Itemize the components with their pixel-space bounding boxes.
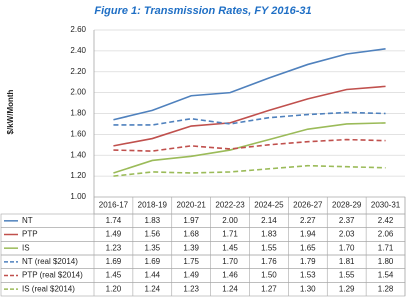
table-value: 2.27 xyxy=(300,216,316,225)
table-value: 1.20 xyxy=(106,284,122,293)
table-value: 1.24 xyxy=(145,284,161,293)
table-value: 1.69 xyxy=(106,257,122,266)
legend-label: NT (real $2014) xyxy=(22,257,78,266)
y-tick-label: 1.80 xyxy=(70,109,86,118)
table-value: 1.49 xyxy=(106,230,122,239)
table-value: 2.42 xyxy=(378,216,394,225)
table-value: 1.94 xyxy=(300,230,316,239)
table-value: 1.69 xyxy=(145,257,161,266)
table-value: 1.71 xyxy=(378,243,394,252)
table-value: 1.55 xyxy=(339,271,355,280)
table-value: 1.46 xyxy=(222,271,238,280)
x-tick-label: 2030-31 xyxy=(371,201,401,210)
table-cell xyxy=(0,282,406,297)
legend-label: IS (real $2014) xyxy=(22,284,75,293)
table-value: 1.24 xyxy=(222,284,238,293)
series-line xyxy=(113,138,386,152)
legend-label: NT xyxy=(22,216,33,225)
table-value: 1.54 xyxy=(378,271,394,280)
chart-title: Figure 1: Transmission Rates, FY 2016-31 xyxy=(94,5,311,17)
table-value: 1.30 xyxy=(300,284,316,293)
x-tick-label: 2018-19 xyxy=(138,201,168,210)
y-tick-label: 1.60 xyxy=(70,129,86,138)
x-tick-label: 2024-25 xyxy=(254,201,284,210)
table-value: 1.75 xyxy=(183,257,199,266)
table-value: 1.56 xyxy=(145,230,161,239)
x-tick-label: 2022-23 xyxy=(215,201,245,210)
table-value: 1.50 xyxy=(261,271,277,280)
table-value: 1.65 xyxy=(300,243,316,252)
series-line xyxy=(113,47,386,121)
table-value: 2.37 xyxy=(339,216,355,225)
table-value: 1.71 xyxy=(222,230,238,239)
table-value: 1.45 xyxy=(106,271,122,280)
table-value: 1.49 xyxy=(183,271,199,280)
table-value: 1.23 xyxy=(106,243,122,252)
table-value: 1.83 xyxy=(261,230,277,239)
legend-label: PTP xyxy=(22,230,38,239)
table-value: 1.27 xyxy=(261,284,277,293)
series-line xyxy=(113,164,386,177)
table-value: 1.81 xyxy=(339,257,355,266)
table-value: 1.53 xyxy=(300,271,316,280)
table-value: 1.79 xyxy=(300,257,316,266)
table-value: 2.03 xyxy=(339,230,355,239)
table-value: 2.14 xyxy=(261,216,277,225)
x-tick-label: 2016-17 xyxy=(99,201,129,210)
y-axis-label: $/kW/Month xyxy=(6,89,15,134)
table-value: 1.70 xyxy=(222,257,238,266)
table-value: 1.97 xyxy=(183,216,199,225)
table-value: 1.44 xyxy=(145,271,161,280)
y-tick-label: 2.20 xyxy=(70,67,86,76)
legend-label: IS xyxy=(22,243,30,252)
y-tick-label: 2.00 xyxy=(70,88,86,97)
table-value: 1.23 xyxy=(183,284,199,293)
y-tick-label: 1.40 xyxy=(70,150,86,159)
y-tick-label: 2.40 xyxy=(70,46,86,55)
y-tick-label: 1.20 xyxy=(70,171,86,180)
series-line xyxy=(113,85,386,147)
table-value: 1.76 xyxy=(261,257,277,266)
y-tick-label: 2.60 xyxy=(70,25,86,34)
table-value: 1.83 xyxy=(145,216,161,225)
table-value: 1.70 xyxy=(339,243,355,252)
table-value: 1.35 xyxy=(145,243,161,252)
table-value: 1.29 xyxy=(339,284,355,293)
table-value: 1.74 xyxy=(106,216,122,225)
table-value: 1.68 xyxy=(183,230,199,239)
table-value: 1.28 xyxy=(378,284,394,293)
table-value: 2.06 xyxy=(378,230,394,239)
legend-label: PTP (real $2014) xyxy=(22,271,83,280)
x-tick-label: 2028-29 xyxy=(332,201,362,210)
y-tick-label: 1.00 xyxy=(70,192,86,201)
table-value: 2.00 xyxy=(222,216,238,225)
table-value: 1.80 xyxy=(378,257,394,266)
x-tick-label: 2026-27 xyxy=(293,201,323,210)
x-tick-label: 2020-21 xyxy=(177,201,207,210)
series-line xyxy=(113,111,386,126)
series-line xyxy=(113,122,386,174)
table-value: 1.55 xyxy=(261,243,277,252)
table-value: 1.45 xyxy=(222,243,238,252)
table-value: 1.39 xyxy=(183,243,199,252)
